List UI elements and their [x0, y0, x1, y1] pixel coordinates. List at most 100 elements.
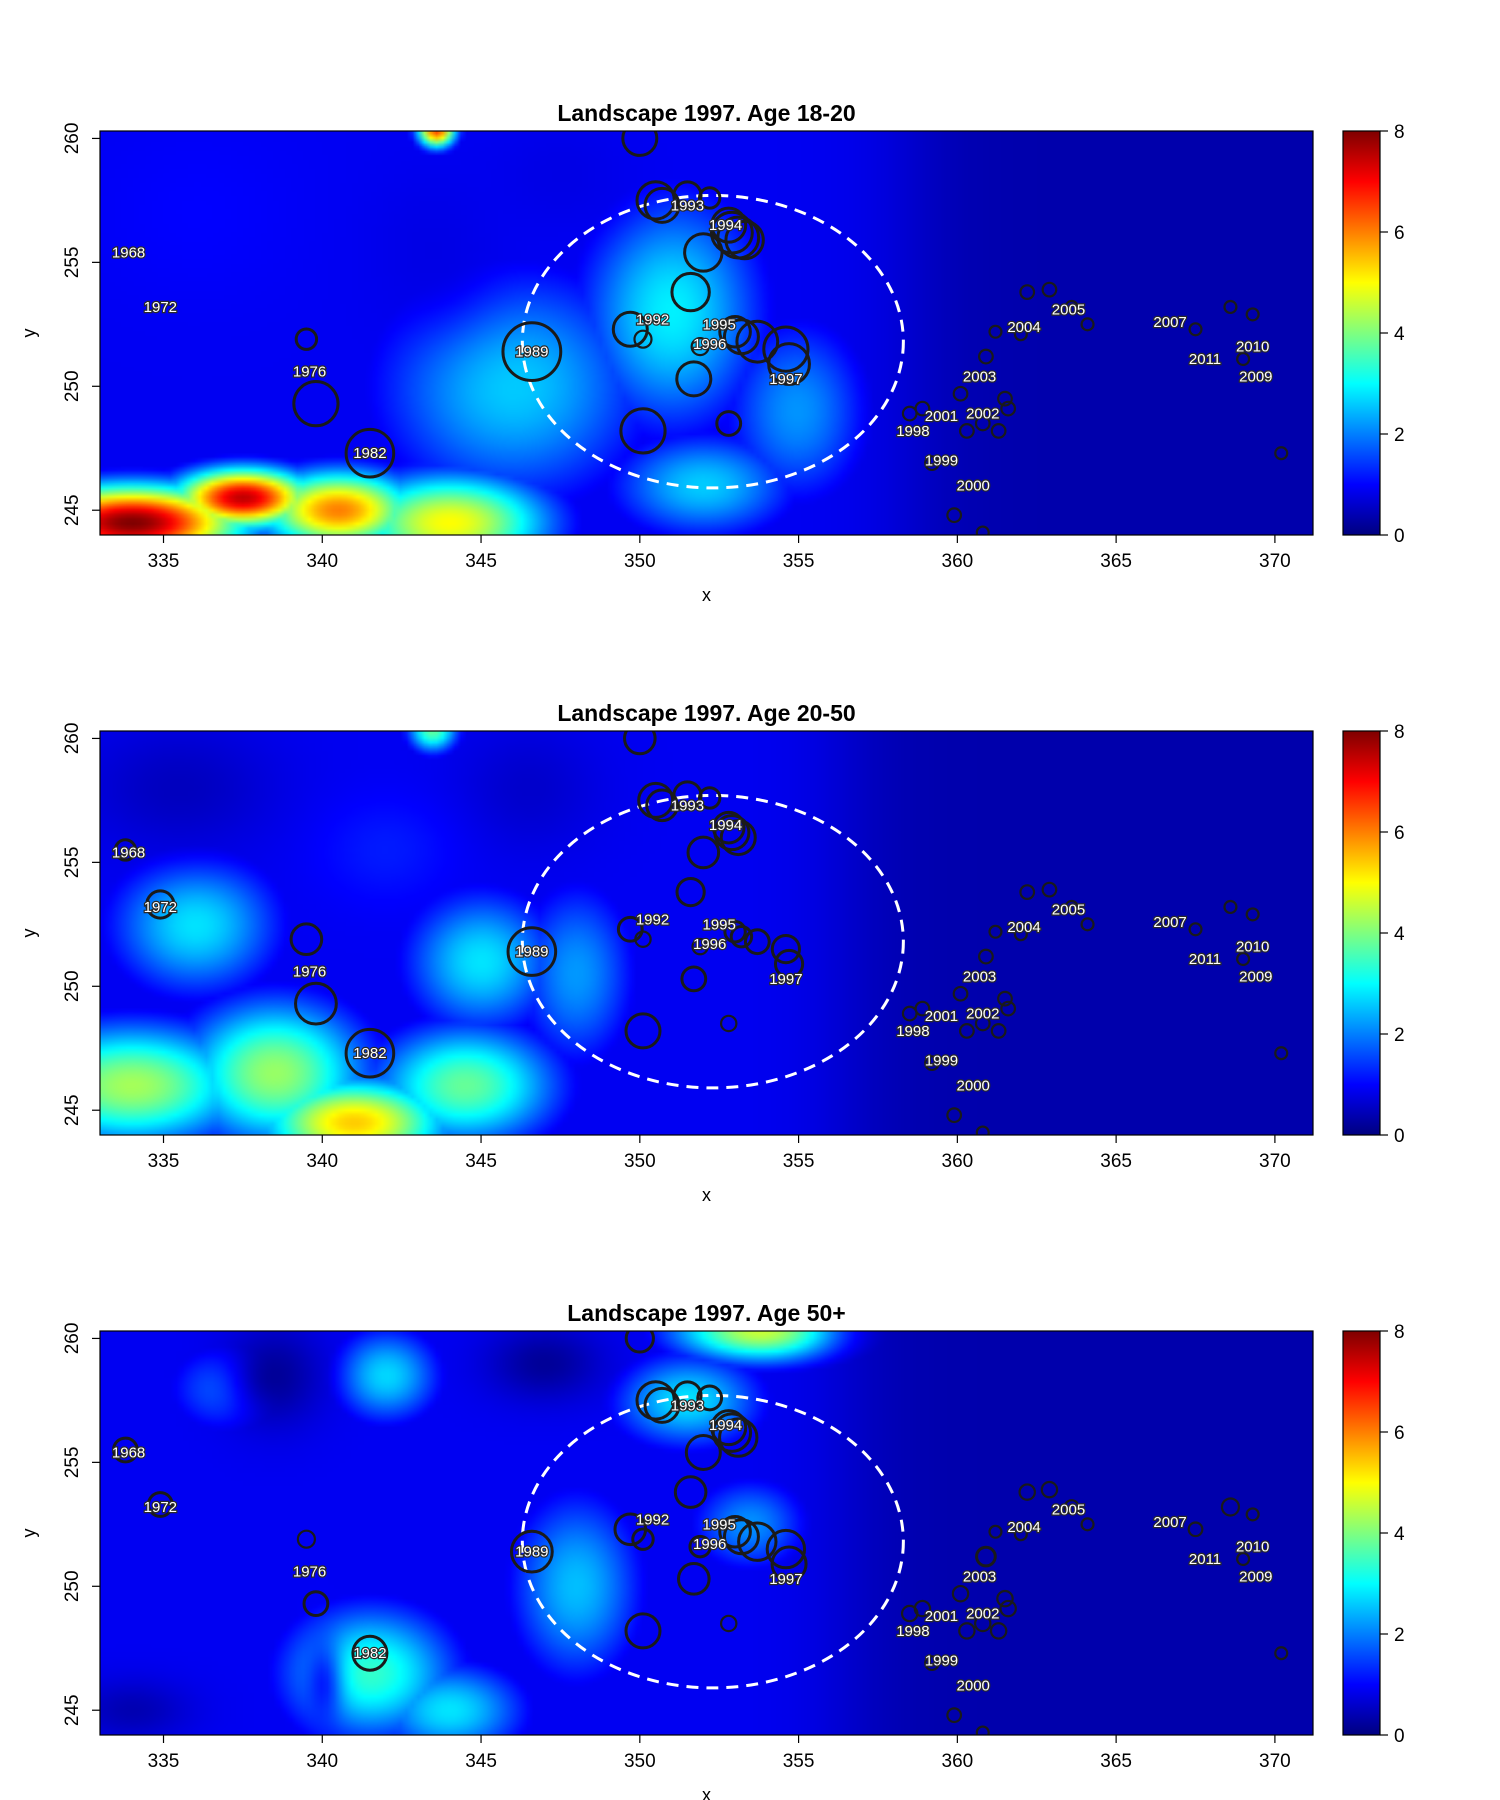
y-tick-label: 255	[62, 847, 83, 879]
data-point-circle	[770, 1545, 808, 1583]
year-label: 2004	[1007, 919, 1040, 936]
plot-frame	[99, 130, 1314, 536]
year-label: 2002	[966, 406, 999, 423]
data-point-circle	[688, 1534, 712, 1559]
data-point-circle	[1274, 446, 1289, 461]
year-label: 1968	[112, 244, 145, 261]
y-tick-label: 255	[62, 247, 83, 279]
panels: Landscape 1997. Age 18-20 1968 1972 1976 198…	[19, 100, 1405, 1800]
data-point-circle	[351, 1634, 389, 1672]
colorbar-tick-label: 6	[1394, 223, 1405, 244]
year-label: 2010	[1236, 939, 1269, 956]
year-label: 2001	[925, 408, 958, 425]
y-tick-label: 245	[62, 494, 83, 526]
data-point-circle	[1018, 1483, 1036, 1501]
data-point-circle	[292, 380, 340, 428]
colorbar-tick-label: 8	[1394, 1322, 1405, 1343]
colorbar-tick-label: 0	[1394, 1726, 1405, 1747]
panel-3: Landscape 1997. Age 50+19681972197619821…	[19, 1300, 1405, 1800]
colorbar-tick-label: 4	[1394, 324, 1405, 345]
data-point-circle	[631, 1527, 655, 1551]
data-point-circle	[691, 937, 709, 956]
year-label: 1999	[925, 1053, 958, 1070]
data-point-circle	[952, 385, 969, 402]
data-point-circle	[1080, 317, 1095, 332]
data-point-circle	[1236, 1551, 1251, 1567]
x-tick-label: 370	[1259, 1751, 1291, 1772]
heatmap-surface	[100, 131, 1313, 535]
colorbar-tick-label: 2	[1394, 425, 1405, 446]
data-point-circle	[1041, 281, 1058, 298]
year-label: 1992	[636, 311, 669, 328]
study-area-ellipse	[520, 193, 905, 490]
data-point-circle	[975, 1725, 990, 1735]
data-point-circle	[675, 877, 706, 908]
colorbar-tick-label: 8	[1394, 722, 1405, 743]
data-point-circle	[711, 1412, 753, 1453]
year-label: 2011	[1189, 1551, 1221, 1568]
data-point-circle	[1223, 899, 1238, 915]
data-point-circle	[697, 186, 722, 210]
x-tick-label: 360	[942, 1151, 974, 1172]
x-tick-label: 365	[1100, 551, 1132, 572]
y-tick-label: 260	[62, 723, 83, 755]
year-label: 2011	[1189, 951, 1221, 968]
data-point-circle	[743, 928, 771, 956]
year-label: 1995	[703, 316, 736, 333]
data-point-circle	[718, 314, 752, 349]
year-label: 1993	[671, 797, 704, 814]
panel-title: Landscape 1997. Age 20-50	[557, 700, 855, 726]
data-point-circle	[1188, 922, 1203, 937]
data-point-circle	[621, 131, 659, 157]
y-axis-title: y	[19, 1529, 39, 1538]
data-point-circle	[1245, 1507, 1260, 1522]
data-point-circle	[773, 948, 805, 980]
data-point-circle	[770, 934, 801, 965]
data-point-circle	[1080, 917, 1095, 932]
x-tick-label: 340	[306, 551, 338, 572]
data-point-circle	[624, 1012, 662, 1050]
year-label: 2001	[925, 1608, 958, 1625]
data-point-circle	[1245, 907, 1260, 922]
x-tick-label: 360	[942, 551, 974, 572]
data-point-circle	[723, 920, 747, 944]
year-label: 1996	[693, 1536, 726, 1553]
year-label: 1976	[293, 963, 326, 980]
data-point-circle	[765, 1528, 807, 1570]
data-point-circle	[958, 423, 975, 439]
data-point-circle	[715, 410, 743, 437]
data-point-circle	[729, 925, 754, 949]
year-label: 1998	[896, 1023, 929, 1040]
data-point-circle	[1080, 1517, 1095, 1532]
panel-2: Landscape 1997. Age 20-50 1968 1972 1976 198…	[19, 700, 1405, 1205]
data-point-circle	[978, 948, 994, 965]
data-point-circle	[974, 1614, 992, 1633]
data-point-circle	[1274, 1646, 1289, 1661]
colorbar	[1342, 730, 1381, 1136]
x-tick-label: 340	[306, 1751, 338, 1772]
data-point-circle	[302, 1590, 330, 1618]
data-point-circle	[1041, 881, 1058, 898]
year-label: 1992	[636, 911, 669, 928]
year-label: 2009	[1239, 1568, 1272, 1585]
data-point-circle	[719, 819, 757, 857]
colorbar	[1342, 1330, 1381, 1736]
data-point-circle	[975, 1545, 997, 1568]
data-point-circle	[978, 348, 994, 365]
year-label: 1998	[896, 1623, 929, 1640]
data-point-circle	[697, 786, 722, 810]
data-point-circle	[1063, 1499, 1080, 1515]
data-point-circle	[924, 1655, 940, 1672]
data-point-circle	[1188, 322, 1203, 337]
x-axis-title: x	[702, 1185, 711, 1205]
year-label: 1999	[925, 453, 958, 470]
year-label: 1993	[671, 197, 704, 214]
data-point-circle	[946, 1107, 963, 1124]
x-tick-label: 345	[465, 551, 497, 572]
data-point-circle	[623, 731, 657, 756]
data-point-circle	[1019, 884, 1036, 901]
data-point-circle	[924, 1055, 940, 1072]
data-point-circle	[1187, 1521, 1204, 1538]
year-label: 1997	[769, 971, 802, 988]
data-point-circle	[719, 1614, 738, 1633]
